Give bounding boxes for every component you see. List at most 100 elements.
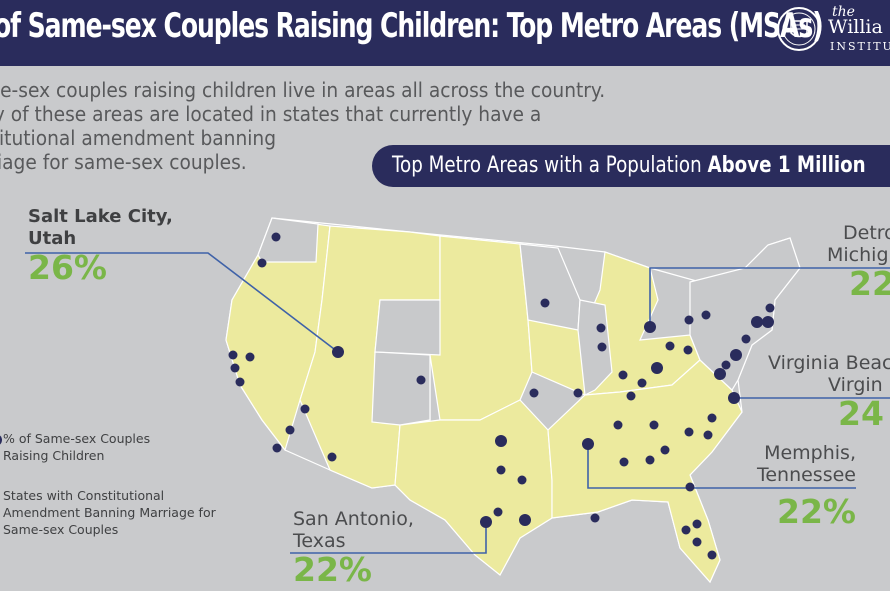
banner-text: Top Metro Areas with a Population Above … [392,153,866,178]
metro-dot [496,465,506,475]
metro-dot [272,443,282,453]
callout-percent: 24 [838,394,884,433]
legend-dot-label: % of Same-sex Couples Raising Children [3,430,150,464]
metro-dot [230,363,240,373]
callout-name: San Antonio, [293,508,414,530]
metro-dot [517,475,527,485]
metro-dot [684,315,694,325]
leader-lines [25,252,890,554]
metro-dot [645,455,655,465]
legend-dot-icon [0,435,2,445]
metro-dot [685,482,695,492]
metro-dot [707,550,717,560]
state-texas [394,399,553,576]
metro-dot [660,445,670,455]
metro-dot [228,350,238,360]
metro-dot [721,360,731,370]
metro-dot [618,370,628,380]
intro-line: stitutional amendment banning [0,126,276,150]
metro-dot [529,388,539,398]
metro-dot [271,232,281,242]
intro-line: rriage for same-sex couples. [0,150,247,174]
metro-dot [626,391,636,401]
legend-line: % of Same-sex Couples [3,431,151,446]
metro-dot [730,349,742,361]
callout-name: Virgin [828,374,883,396]
logo-text-williams: Willia [828,16,883,38]
callout-san-antonio: San Antonio, Texas 22% [293,508,414,588]
metro-dot [703,430,713,440]
metro-dot [245,352,255,362]
state-colorado [374,299,441,356]
metro-dot [701,310,711,320]
metro-dot [692,519,702,529]
callout-memphis: Memphis, Tennessee 22% [752,442,856,530]
state-northeast [689,237,801,391]
metro-dot [416,375,426,385]
metro-dot [582,438,594,450]
metro-dot [741,334,751,344]
san-antonio-leader [290,522,487,554]
memphis-leader [587,444,856,489]
metro-dot [728,392,740,404]
metro-dot [644,321,656,333]
header-bar [0,0,890,66]
callout-virginia-beach: Virginia Beac Virgin 24 [768,352,890,432]
callout-percent: 22 [849,264,890,303]
callout-name: Memphis, [764,442,856,464]
metro-dot [637,378,647,388]
metro-dot [649,420,659,430]
metro-dot [692,537,702,547]
metro-dot [596,323,606,333]
callout-percent: 22% [293,550,372,589]
callout-detroit: Detro Michig 22 [827,222,890,302]
metro-dot [590,513,600,523]
callout-name: Michig [827,244,889,266]
logo-text-institute: INSTITU [830,40,890,53]
banner-emphasis: Above 1 Million [707,153,866,178]
metro-dot [762,316,774,328]
metro-dot [651,362,663,374]
intro-line: me-sex couples raising children live in … [0,78,606,102]
metro-dot [613,420,623,430]
metro-dot [327,452,337,462]
callout-name: Tennessee [756,464,856,486]
metro-dots [228,232,775,560]
metro-dot [285,425,295,435]
metro-dot [597,342,607,352]
state-plains [429,235,533,421]
metro-dot [665,341,675,351]
state-illinois [577,299,613,396]
metro-dot [619,457,629,467]
legend-line: Amendment Banning Marriage for [3,505,216,520]
metro-dot [684,427,694,437]
callout-name: Detro [843,222,890,244]
callout-salt-lake: Salt Lake City, Utah 26% [28,206,173,286]
metro-dot [495,435,507,447]
detroit-leader [649,267,890,327]
metro-dot [707,413,717,423]
callout-percent: 22% [777,492,856,531]
callout-name: Virginia Beac [768,352,890,374]
williams-institute-seal-icon [777,7,821,51]
metro-dot [332,346,344,358]
salt-lake-leader [25,252,339,353]
intro-line: ny of these areas are located in states … [0,102,542,126]
page-title: of Same-sex Couples Raising Children: To… [0,6,824,46]
metro-dot [714,368,726,380]
state-new-mexico [371,351,431,426]
metro-dot [765,303,775,313]
metro-dot [300,404,310,414]
metro-dot [493,507,503,517]
metro-dot [573,388,583,398]
callout-name: Texas [293,530,346,552]
legend-line: Raising Children [3,448,105,463]
banner-prefix: Top Metro Areas with a Population [392,153,708,178]
metro-dot [751,316,763,328]
non-amendment-states [257,217,801,426]
logo-text-the: the [832,4,855,20]
metro-dot [683,345,693,355]
metro-dot [540,298,550,308]
legend-state-label: States with Constitutional Amendment Ban… [3,487,216,538]
